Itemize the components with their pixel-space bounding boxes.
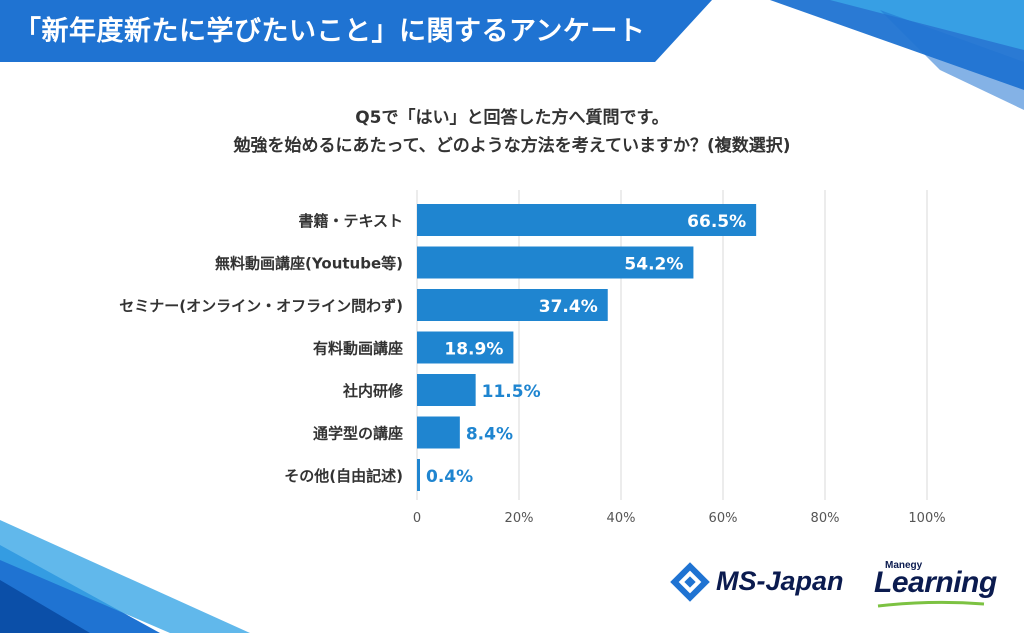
bar bbox=[417, 459, 420, 491]
category-label: セミナー(オンライン・オフライン問わず) bbox=[119, 297, 403, 315]
page-title: 「新年度新たに学びたいこと」に関するアンケート bbox=[14, 16, 646, 47]
learning-logo-text: Learning bbox=[874, 566, 997, 599]
x-tick-label: 20% bbox=[505, 511, 534, 526]
bar bbox=[417, 289, 608, 321]
category-label: その他(自由記述) bbox=[284, 467, 403, 485]
data-label: 37.4% bbox=[539, 297, 598, 317]
learning-logo-swoosh-icon bbox=[877, 600, 985, 608]
manegy-label: Manegy bbox=[885, 560, 923, 571]
ms-japan-logo-text: MS-Japan bbox=[716, 566, 844, 596]
data-label: 18.9% bbox=[444, 340, 503, 360]
category-label: 書籍・テキスト bbox=[298, 212, 403, 230]
data-label: 0.4% bbox=[426, 467, 473, 487]
bar bbox=[417, 204, 757, 236]
data-label: 66.5% bbox=[687, 212, 746, 232]
title-banner bbox=[0, 0, 712, 62]
category-label: 有料動画講座 bbox=[313, 340, 403, 358]
category-label: 無料動画講座(Youtube等) bbox=[215, 255, 403, 273]
data-label: 54.2% bbox=[624, 255, 683, 275]
x-tick-label: 40% bbox=[607, 511, 636, 526]
category-label: 社内研修 bbox=[342, 382, 404, 400]
category-label: 通学型の講座 bbox=[313, 425, 403, 443]
x-tick-label: 0 bbox=[413, 511, 421, 526]
bar bbox=[417, 246, 694, 279]
x-tick-label: 80% bbox=[811, 511, 840, 526]
bar bbox=[417, 374, 476, 406]
ms-japan-logo-icon bbox=[670, 562, 710, 602]
question-line-2: 勉強を始めるにあたって、どのような方法を考えていますか？(複数選択) bbox=[233, 136, 791, 156]
x-tick-label: 60% bbox=[709, 511, 738, 526]
bar bbox=[417, 331, 514, 364]
question-line-1: Q5で「はい」と回答した方へ質問です。 bbox=[355, 108, 669, 128]
data-label: 8.4% bbox=[466, 425, 513, 445]
data-label: 11.5% bbox=[482, 382, 541, 402]
bar bbox=[417, 416, 460, 449]
x-tick-label: 100% bbox=[908, 511, 945, 526]
